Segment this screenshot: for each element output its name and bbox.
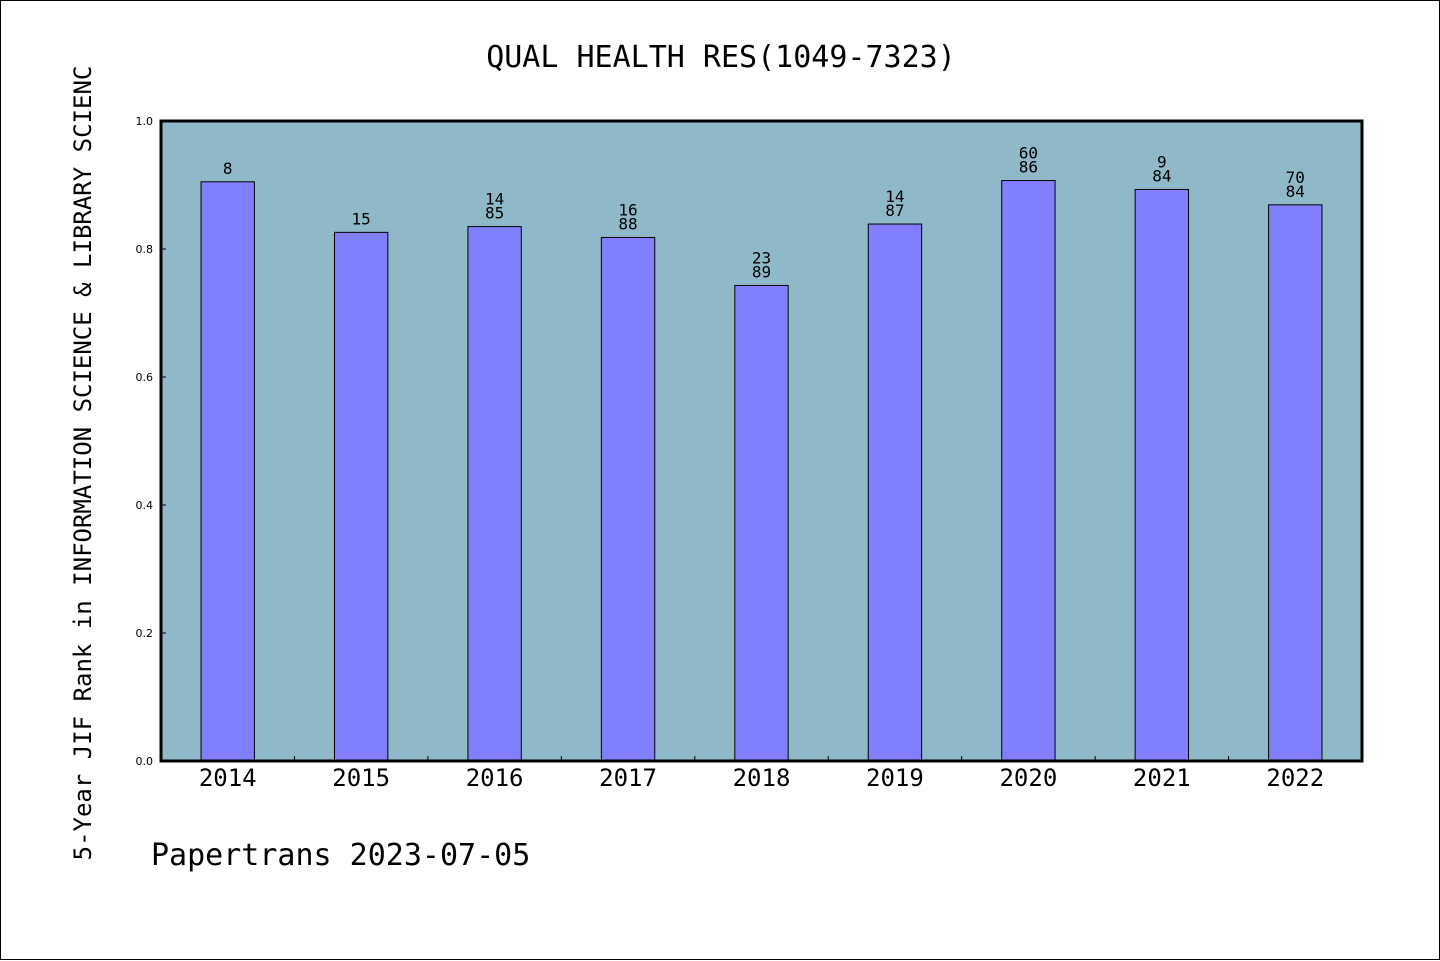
bar-data-label: 84	[1286, 182, 1305, 201]
bar-2019	[867, 223, 923, 762]
plot-border	[159, 119, 1364, 763]
bar-2016	[467, 226, 522, 762]
bar-data-label: 87	[885, 201, 904, 220]
y-tick-label: 0.8	[136, 243, 154, 256]
y-tick-label: 0.2	[136, 627, 154, 640]
bar-data-label: 9	[1157, 152, 1167, 171]
bar-2022	[1268, 204, 1323, 762]
y-axis-label: 5-Year JIF Rank in INFORMATION SCIENCE &…	[69, 66, 97, 861]
footer-credit: Papertrans 2023-07-05	[151, 838, 530, 873]
bars-group	[200, 180, 1323, 762]
x-tick-label: 2014	[199, 764, 257, 792]
bar-2014	[200, 181, 255, 762]
bar-data-label: 23	[752, 248, 771, 267]
bar-data-label: 60	[1019, 144, 1038, 163]
x-tick-label: 2015	[332, 764, 390, 792]
bar-2018	[734, 284, 789, 762]
x-tick-label: 2022	[1266, 764, 1324, 792]
bar-2020	[1001, 180, 1056, 762]
chart-title: QUAL HEALTH RES(1049-7323)	[486, 40, 956, 75]
x-tick-label: 2021	[1133, 764, 1191, 792]
x-tick-label: 2020	[999, 764, 1057, 792]
bar-2015	[333, 231, 389, 762]
x-tick-label: 2019	[866, 764, 924, 792]
bar-data-label: 16	[618, 200, 637, 219]
x-axis-ticks: 2014 2015 2016 2017 2018 2019 2020 2021 2022	[199, 756, 1324, 792]
x-tick-label: 2018	[733, 764, 791, 792]
bar-data-label: 15	[352, 209, 371, 228]
bar-data-label: 89	[752, 262, 771, 281]
bar-2021	[1134, 188, 1190, 762]
x-tick-label: 2017	[599, 764, 657, 792]
y-tick-label: 0.6	[136, 371, 154, 384]
bar-data-label: 14	[885, 187, 904, 206]
y-tick-label: 0.4	[136, 499, 154, 512]
bar-data-label: 8	[223, 159, 233, 178]
y-tick-label: 0.0	[136, 755, 154, 768]
x-tick-label: 2016	[466, 764, 524, 792]
bar-data-label: 85	[485, 204, 504, 223]
y-tick-label: 1.0	[136, 115, 154, 128]
y-axis-ticks: 0.0 0.2 0.4 0.6 0.8 1.0	[136, 115, 166, 768]
bar-2017	[600, 236, 656, 762]
bar-data-label: 86	[1019, 158, 1038, 177]
bar-data-label: 14	[485, 190, 504, 209]
bar-data-label: 88	[618, 214, 637, 233]
bar-data-label: 70	[1286, 168, 1305, 187]
bar-data-label: 84	[1152, 166, 1171, 185]
